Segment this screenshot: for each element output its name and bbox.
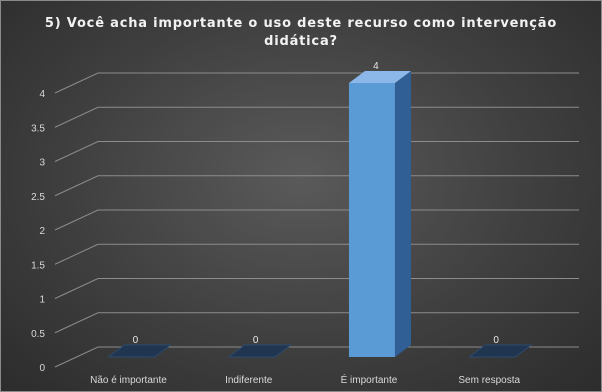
y-tick-label: 4: [39, 89, 45, 100]
y-tick-label: 1.5: [31, 260, 45, 271]
bar: [467, 344, 533, 358]
y-tick-label: 3: [39, 158, 45, 169]
category-label: É importante: [341, 373, 398, 386]
data-label: 4: [373, 61, 379, 72]
gridline: [54, 106, 579, 128]
chart-title-line1: 5) Você acha importante o uso deste recu…: [44, 16, 558, 31]
y-tick-label: 0: [39, 363, 45, 374]
y-axis-ticks: 0 0.5 1 1.5 2 2.5 3 3.5 4: [31, 89, 45, 374]
gridline: [54, 243, 579, 265]
y-tick-label: 0.5: [31, 329, 45, 340]
gridline: [54, 175, 579, 197]
category-label: Sem resposta: [458, 375, 520, 386]
data-label: 0: [253, 335, 259, 346]
gridline: [54, 209, 579, 231]
y-tick-label: 2.5: [31, 192, 45, 203]
gridline: [54, 72, 579, 94]
bars: 0 0 4 0: [106, 61, 533, 358]
bar: [106, 344, 172, 358]
bar-top: [348, 71, 411, 83]
bar-side: [394, 71, 411, 357]
gridline: [54, 141, 579, 162]
chart-title-line2: didática?: [264, 34, 338, 49]
gridlines: [54, 72, 579, 368]
category-label: Não é importante: [90, 375, 167, 386]
y-tick-label: 2: [39, 226, 45, 237]
gridline: [54, 312, 579, 334]
gridline: [54, 278, 579, 299]
y-tick-label: 3.5: [31, 123, 45, 134]
data-label: 0: [133, 335, 139, 346]
y-tick-label: 1: [39, 295, 45, 306]
x-axis-categories: Não é importante Indiferente É importante S…: [90, 373, 520, 386]
chart-title: 5) Você acha importante o uso deste recu…: [1, 15, 601, 51]
bar: [227, 344, 293, 358]
bar: [348, 83, 395, 357]
category-label: Indiferente: [225, 375, 273, 386]
data-label: 0: [493, 335, 499, 346]
gridline: [54, 346, 579, 368]
